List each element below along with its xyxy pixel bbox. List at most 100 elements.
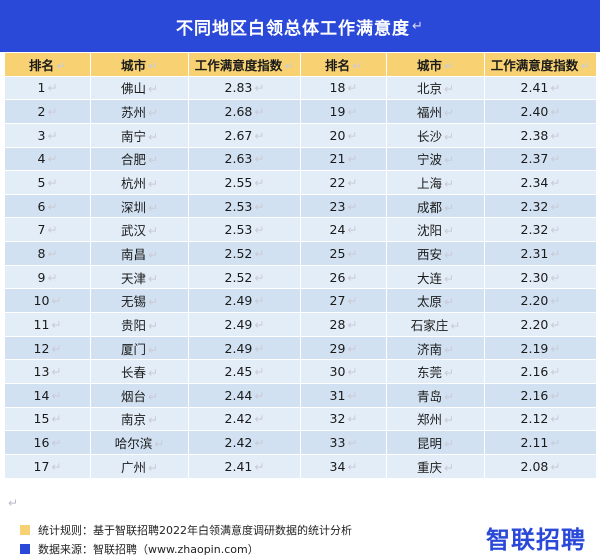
legend-source: 数据来源：智联招聘（www.zhaopin.com）	[20, 541, 259, 557]
cell-city-left: 天津 ↵	[90, 264, 189, 290]
satisfaction-table: 排名 ↵ 城市 ↵ 工作满意度指数 ↵ 排名 ↵ 城市 ↵ 工作满意度指数 ↵ 1 ↵ 佛山 ↵ 2…	[4, 52, 597, 479]
cell-rank-right: 29 ↵	[300, 335, 387, 361]
cell-score-left: 2.55 ↵	[188, 170, 301, 195]
cell-score-left: 2.53 ↵	[188, 193, 301, 219]
cell-city-right: 石家庄 ↵	[386, 312, 485, 337]
cell-score-right: 2.12 ↵	[484, 406, 597, 432]
cell-city-right: 宁波 ↵	[386, 146, 485, 172]
table-row: 7 ↵ 武汉 ↵ 2.53 ↵ 24 ↵ 沈阳 ↵ 2.32 ↵	[4, 217, 597, 243]
table-row: 11 ↵ 贵阳 ↵ 2.49 ↵ 28 ↵ 石家庄 ↵ 2.20 ↵	[4, 312, 597, 337]
yellow-swatch-icon	[20, 525, 30, 535]
table-row: 15 ↵ 南京 ↵ 2.42 ↵ 32 ↵ 郑州 ↵ 2.12 ↵	[4, 406, 597, 432]
cell-rank-left: 11 ↵	[4, 312, 91, 337]
cell-score-left: 2.41 ↵	[188, 453, 301, 479]
table-row: 2 ↵ 苏州 ↵ 2.68 ↵ 19 ↵ 福州 ↵ 2.40 ↵	[4, 99, 597, 124]
cell-city-right: 成都 ↵	[386, 193, 485, 219]
cell-city-right: 福州 ↵	[386, 99, 485, 124]
cell-city-right: 西安 ↵	[386, 241, 485, 266]
cell-rank-left: 1 ↵	[4, 75, 91, 101]
cell-rank-right: 31 ↵	[300, 382, 387, 408]
cell-city-left: 无锡 ↵	[90, 288, 189, 314]
cell-score-left: 2.68 ↵	[188, 99, 301, 124]
cell-rank-right: 19 ↵	[300, 99, 387, 124]
cell-score-right: 2.37 ↵	[484, 146, 597, 172]
cell-city-left: 厦门 ↵	[90, 335, 189, 361]
table-row: 16 ↵ 哈尔滨 ↵ 2.42 ↵ 33 ↵ 昆明 ↵ 2.11 ↵	[4, 430, 597, 455]
cell-score-right: 2.30 ↵	[484, 264, 597, 290]
header-city-left: 城市 ↵	[90, 52, 189, 77]
cell-score-right: 2.20 ↵	[484, 312, 597, 337]
table-row: 10 ↵ 无锡 ↵ 2.49 ↵ 27 ↵ 太原 ↵ 2.20 ↵	[4, 288, 597, 314]
cell-score-right: 2.34 ↵	[484, 170, 597, 195]
cell-city-left: 佛山 ↵	[90, 75, 189, 101]
cell-city-left: 广州 ↵	[90, 453, 189, 479]
cell-score-right: 2.38 ↵	[484, 122, 597, 148]
cell-score-left: 2.67 ↵	[188, 122, 301, 148]
cell-rank-left: 7 ↵	[4, 217, 91, 243]
cell-rank-left: 14 ↵	[4, 382, 91, 408]
cell-rank-left: 16 ↵	[4, 430, 91, 455]
cell-score-right: 2.40 ↵	[484, 99, 597, 124]
cell-city-right: 东莞 ↵	[386, 359, 485, 384]
blue-swatch-icon	[20, 544, 30, 554]
table-row: 17 ↵ 广州 ↵ 2.41 ↵ 34 ↵ 重庆 ↵ 2.08 ↵	[4, 453, 597, 479]
cell-score-right: 2.19 ↵	[484, 335, 597, 361]
cell-city-left: 烟台 ↵	[90, 382, 189, 408]
header-score-right: 工作满意度指数 ↵	[484, 52, 597, 77]
cell-city-right: 郑州 ↵	[386, 406, 485, 432]
cell-rank-left: 13 ↵	[4, 359, 91, 384]
cell-rank-left: 12 ↵	[4, 335, 91, 361]
cell-city-left: 南昌 ↵	[90, 241, 189, 266]
page-title: 不同地区白领总体工作满意度	[176, 18, 411, 39]
cell-city-right: 上海 ↵	[386, 170, 485, 195]
cell-city-left: 长春 ↵	[90, 359, 189, 384]
cell-score-left: 2.49 ↵	[188, 335, 301, 361]
cell-score-right: 2.31 ↵	[484, 241, 597, 266]
table-row: 5 ↵ 杭州 ↵ 2.55 ↵ 22 ↵ 上海 ↵ 2.34 ↵	[4, 170, 597, 195]
cell-score-right: 2.32 ↵	[484, 217, 597, 243]
cell-score-left: 2.52 ↵	[188, 241, 301, 266]
cell-rank-left: 15 ↵	[4, 406, 91, 432]
footer-rule-text: 统计规则：基于智联招聘2022年白领满意度调研数据的统计分析	[38, 524, 352, 537]
cell-city-left: 贵阳 ↵	[90, 312, 189, 337]
table-row: 6 ↵ 深圳 ↵ 2.53 ↵ 23 ↵ 成都 ↵ 2.32 ↵	[4, 193, 597, 219]
logo-text: 智联招聘	[486, 526, 586, 554]
cell-rank-right: 24 ↵	[300, 217, 387, 243]
cell-score-left: 2.52 ↵	[188, 264, 301, 290]
cell-score-left: 2.45 ↵	[188, 359, 301, 384]
table-row: 14 ↵ 烟台 ↵ 2.44 ↵ 31 ↵ 青岛 ↵ 2.16 ↵	[4, 382, 597, 408]
cell-score-right: 2.16 ↵	[484, 359, 597, 384]
header-city-right: 城市 ↵	[386, 52, 485, 77]
cell-rank-right: 28 ↵	[300, 312, 387, 337]
cell-rank-left: 9 ↵	[4, 264, 91, 290]
cell-city-right: 沈阳 ↵	[386, 217, 485, 243]
cell-rank-left: 8 ↵	[4, 241, 91, 266]
cell-city-right: 北京 ↵	[386, 75, 485, 101]
table-row: 9 ↵ 天津 ↵ 2.52 ↵ 26 ↵ 大连 ↵ 2.30 ↵	[4, 264, 597, 290]
page-title-bar: 不同地区白领总体工作满意度 ↵	[0, 0, 600, 52]
cell-rank-right: 22 ↵	[300, 170, 387, 195]
cell-rank-right: 20 ↵	[300, 122, 387, 148]
cell-score-left: 2.53 ↵	[188, 217, 301, 243]
header-rank-left: 排名 ↵	[4, 52, 91, 77]
cell-score-right: 2.08 ↵	[484, 453, 597, 479]
table-row: 8 ↵ 南昌 ↵ 2.52 ↵ 25 ↵ 西安 ↵ 2.31 ↵	[4, 241, 597, 266]
cell-score-right: 2.11 ↵	[484, 430, 597, 455]
table-row: 1 ↵ 佛山 ↵ 2.83 ↵ 18 ↵ 北京 ↵ 2.41 ↵	[4, 75, 597, 101]
cell-score-left: 2.49 ↵	[188, 312, 301, 337]
cell-score-right: 2.41 ↵	[484, 75, 597, 101]
table-header-row: 排名 ↵ 城市 ↵ 工作满意度指数 ↵ 排名 ↵ 城市 ↵ 工作满意度指数 ↵	[4, 52, 597, 77]
cell-city-left: 深圳 ↵	[90, 193, 189, 219]
cell-rank-right: 30 ↵	[300, 359, 387, 384]
cell-score-left: 2.63 ↵	[188, 146, 301, 172]
cell-score-left: 2.42 ↵	[188, 430, 301, 455]
cell-city-right: 大连 ↵	[386, 264, 485, 290]
cell-rank-left: 17 ↵	[4, 453, 91, 479]
table-row: 3 ↵ 南宁 ↵ 2.67 ↵ 20 ↵ 长沙 ↵ 2.38 ↵	[4, 122, 597, 148]
cell-score-left: 2.44 ↵	[188, 382, 301, 408]
cell-city-right: 昆明 ↵	[386, 430, 485, 455]
cell-score-left: 2.83 ↵	[188, 75, 301, 101]
cell-city-left: 苏州 ↵	[90, 99, 189, 124]
footer-source-text: 数据来源：智联招聘（www.zhaopin.com）	[38, 543, 259, 556]
cell-city-left: 哈尔滨 ↵	[90, 430, 189, 455]
